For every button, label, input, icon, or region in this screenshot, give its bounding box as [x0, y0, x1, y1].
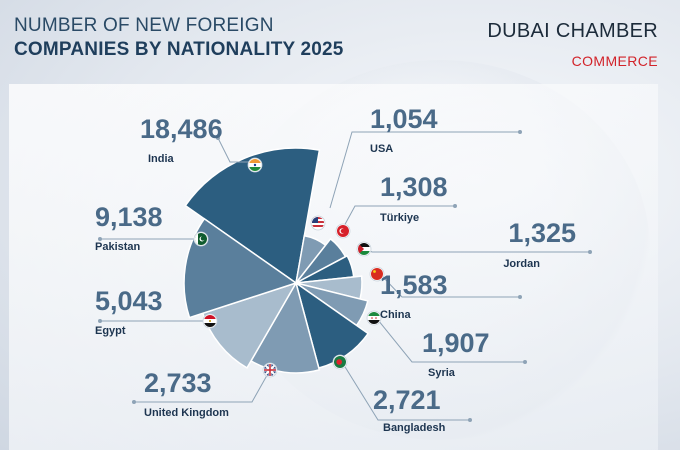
leader-line-syria — [377, 319, 525, 363]
leader-line-turkiye — [342, 205, 455, 229]
slice-egypt — [201, 281, 298, 369]
leader-dot-united-kingdom — [132, 400, 136, 404]
category-label-usa: USA — [370, 143, 393, 155]
page-title-line2: COMPANIES BY NATIONALITY 2025 — [14, 39, 344, 60]
brand-subtitle: COMMERCE — [571, 53, 658, 69]
syria-flag-icon — [366, 310, 382, 326]
brand-logo: DUBAI CHAMBER COMMERCE — [487, 20, 658, 69]
category-label-egypt: Egypt — [95, 325, 126, 337]
value-label-pakistan: 9,138 — [95, 202, 163, 232]
value-label-china: 1,583 — [380, 270, 448, 300]
uk-flag-icon — [262, 362, 278, 378]
pakistan-flag-icon — [193, 231, 209, 247]
leader-line-united-kingdom — [134, 369, 271, 403]
category-label-bangladesh: Bangladesh — [383, 422, 446, 434]
value-label-syria: 1,907 — [422, 328, 490, 358]
value-label-bangladesh: 2,721 — [373, 385, 441, 415]
leader-dot-india — [216, 136, 220, 140]
turkiye-flag-icon — [335, 223, 351, 239]
value-label-usa: 1,054 — [370, 104, 438, 134]
leader-dot-syria — [523, 360, 527, 364]
india-flag-icon — [247, 157, 263, 173]
leader-dot-china — [518, 295, 522, 299]
leader-line-china — [381, 275, 520, 298]
jordan-flag-icon — [356, 241, 372, 257]
leader-line-usa — [329, 131, 520, 209]
egypt-flag-icon — [202, 313, 218, 329]
chart-labels: 18,486 India 1,054 USA 1,308 Türkiye 1,325 Jord… — [95, 104, 576, 434]
slice-india — [184, 147, 321, 285]
category-label-united-kingdom: United Kingdom — [144, 407, 229, 419]
leader-dot-bangladesh — [468, 418, 472, 422]
leader-dot-usa — [518, 130, 522, 134]
category-label-pakistan: Pakistan — [95, 241, 141, 253]
category-label-china: China — [380, 309, 411, 321]
china-flag-icon — [369, 266, 385, 282]
usa-flag-icon — [310, 215, 326, 231]
leader-line-jordan — [363, 247, 590, 253]
brand-name: DUBAI CHAMBER — [487, 20, 658, 42]
category-label-turkiye: Türkiye — [380, 212, 419, 224]
chart-flags — [193, 157, 385, 378]
value-label-turkiye: 1,308 — [380, 172, 448, 202]
leader-line-india — [217, 137, 255, 163]
leader-dot-jordan — [588, 250, 592, 254]
leader-dot-turkiye — [453, 204, 457, 208]
category-label-india: India — [148, 153, 175, 165]
leader-line-bangladesh — [341, 361, 470, 421]
bangladesh-flag-icon — [332, 354, 348, 370]
category-label-syria: Syria — [428, 367, 456, 379]
value-label-jordan: 1,325 — [508, 218, 576, 248]
value-label-egypt: 5,043 — [95, 286, 163, 316]
slice-pakistan — [183, 217, 298, 319]
leader-dot-egypt — [98, 319, 102, 323]
chart-slices — [183, 147, 370, 374]
slice-united-kingdom — [249, 281, 321, 374]
leader-dot-pakistan — [98, 237, 102, 241]
value-label-india: 18,486 — [140, 114, 223, 144]
value-label-united-kingdom: 2,733 — [144, 368, 212, 398]
chart-leader-lines — [98, 130, 592, 422]
category-label-jordan: Jordan — [503, 258, 540, 270]
page-title-line1: NUMBER OF NEW FOREIGN — [14, 15, 274, 36]
